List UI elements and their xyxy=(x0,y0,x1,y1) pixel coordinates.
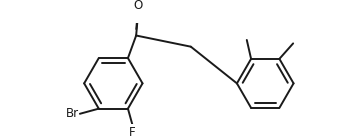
Text: Br: Br xyxy=(66,107,79,120)
Text: F: F xyxy=(129,126,135,138)
Text: O: O xyxy=(133,0,143,12)
